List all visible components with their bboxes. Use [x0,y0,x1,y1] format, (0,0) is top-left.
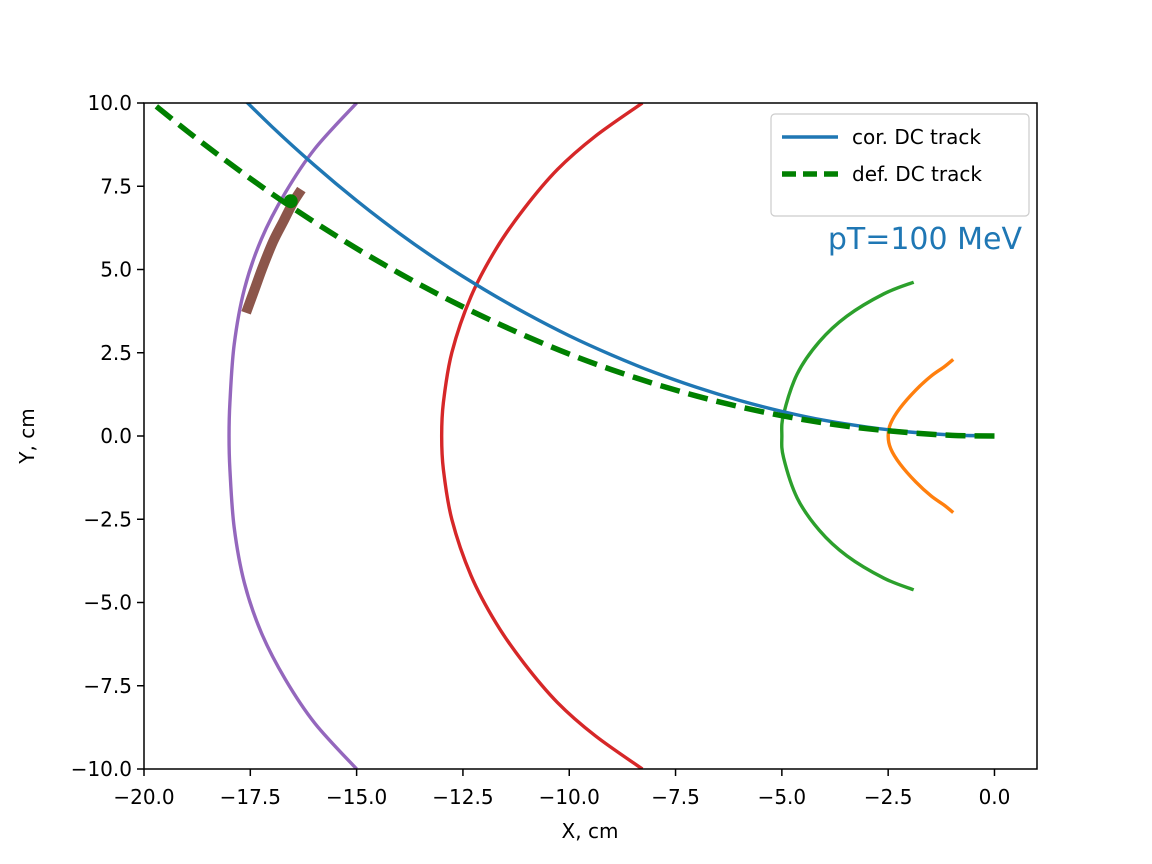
y-axis-label: Y, cm [15,408,39,464]
x-tick-label: −10.0 [539,785,600,809]
series-line-3 [780,280,915,592]
legend-label: def. DC track [852,162,982,186]
series-line-5 [227,103,358,769]
series-line-2 [886,358,955,514]
x-tick-label: 0.0 [979,785,1011,809]
series-line-4 [439,103,644,769]
x-tick-label: −15.0 [326,785,387,809]
y-tick-label: 0.0 [100,424,132,448]
x-tick-label: −2.5 [864,785,913,809]
y-tick-label: 10.0 [87,91,132,115]
x-tick-label: −7.5 [651,785,700,809]
legend: cor. DC track def. DC track [770,113,1030,217]
x-tick-label: −12.5 [432,785,493,809]
y-tick-label: 5.0 [100,258,132,282]
y-tick-label: −5.0 [83,591,132,615]
x-tick-label: −20.0 [113,785,174,809]
y-tick-label: 2.5 [100,341,132,365]
x-tick-label: −5.0 [758,785,807,809]
x-tick-label: −17.5 [220,785,281,809]
y-tick-label: 7.5 [100,174,132,198]
intersection-point [283,194,298,209]
y-tick-label: −7.5 [83,674,132,698]
legend-label: cor. DC track [852,125,981,149]
y-axis: −10.0 −7.5 −5.0 −2.5 0.0 2.5 5.0 7.5 10.0 [71,91,144,781]
y-tick-label: −2.5 [83,507,132,531]
x-axis: −20.0 −17.5 −15.0 −12.5 −10.0 −7.5 −5.0 −2.5 0.0 [113,769,1010,809]
plot-area [147,103,995,769]
y-tick-label: −10.0 [71,757,132,781]
pt-annotation: pT=100 MeV [828,222,1023,257]
legend-box [770,113,1030,217]
x-axis-label: X, cm [562,819,619,843]
